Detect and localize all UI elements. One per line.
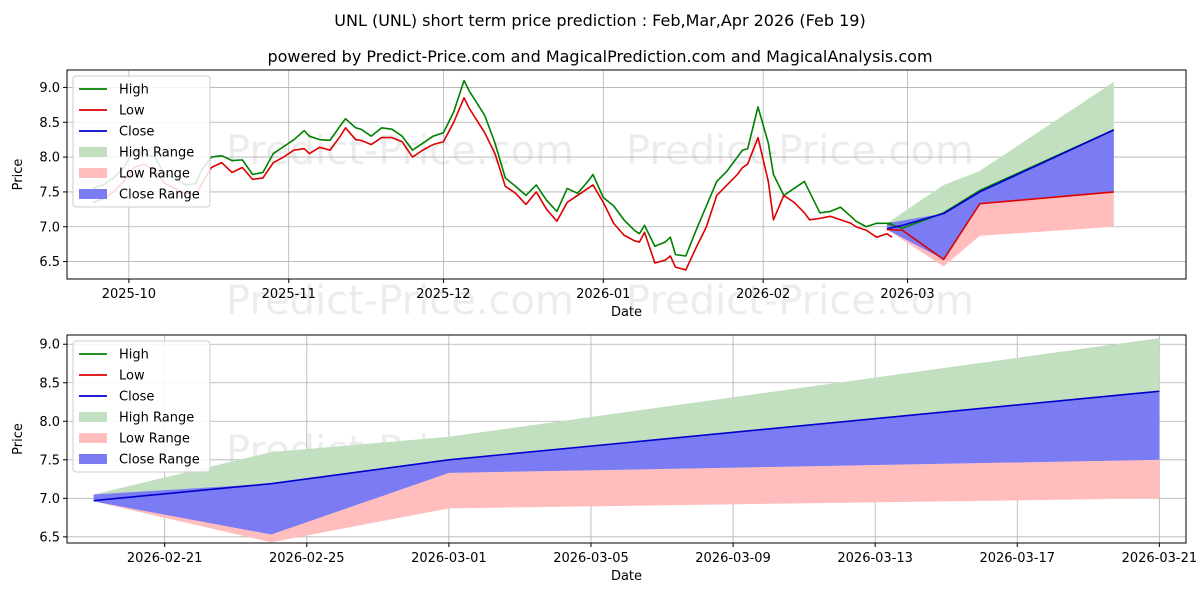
y-tick-label: 7.5 bbox=[39, 185, 60, 200]
axes-frame bbox=[66, 69, 1187, 280]
top-panel: 2025-10 2025-11 2025-12 2026-01 2026-02 2026-… bbox=[11, 69, 1187, 320]
legend-label: High bbox=[119, 348, 149, 363]
legend-label: High Range bbox=[119, 411, 194, 426]
x-tick-label: 2026-03 bbox=[880, 287, 934, 302]
x-tick-label: 2026-03-09 bbox=[695, 551, 771, 566]
legend-box bbox=[72, 340, 211, 473]
chart-title: UNL (UNL) short term price prediction : … bbox=[334, 11, 865, 30]
legend-swatch bbox=[79, 412, 107, 422]
x-tick-label: 2026-03-17 bbox=[979, 551, 1055, 566]
y-tick-label: 8.5 bbox=[39, 116, 60, 131]
close-range-band bbox=[886, 129, 1114, 260]
y-tick-label: 8.0 bbox=[39, 151, 60, 166]
legend-label: Close Range bbox=[119, 188, 200, 203]
x-axis-label: Date bbox=[611, 305, 642, 320]
legend-swatch bbox=[79, 454, 107, 464]
legend-box bbox=[72, 75, 211, 208]
y-tick-label: 8.0 bbox=[39, 415, 60, 430]
x-tick-label: 2026-03-21 bbox=[1122, 551, 1198, 566]
chart-subtitle: powered by Predict-Price.com and Magical… bbox=[267, 47, 932, 66]
y-axis-label: Price bbox=[11, 159, 26, 191]
y-tick-label: 7.0 bbox=[39, 220, 60, 235]
x-tick-label: 2026-02-21 bbox=[127, 551, 203, 566]
y-tick-label: 7.0 bbox=[39, 492, 60, 507]
low-range-band bbox=[886, 191, 1114, 267]
x-tick-label: 2026-01 bbox=[576, 287, 630, 302]
legend-label: Close bbox=[119, 125, 154, 140]
legend-label: Low Range bbox=[119, 432, 190, 447]
close-line bbox=[886, 129, 1115, 230]
y-tick-label: 9.0 bbox=[39, 81, 60, 96]
grid-lines bbox=[67, 70, 1186, 279]
y-axis-label: Price bbox=[11, 423, 26, 455]
y-tick-label: 9.0 bbox=[39, 338, 60, 353]
legend-label: Close Range bbox=[119, 453, 200, 468]
watermark-text: Predict-Price.com bbox=[626, 128, 974, 174]
legend-label: Low bbox=[119, 369, 145, 384]
low-range-band bbox=[93, 459, 1160, 543]
close-range-band bbox=[93, 391, 1160, 535]
legend-swatch bbox=[79, 433, 107, 443]
bottom-panel: 2026-02-21 2026-02-25 2026-03-01 2026-03-05… bbox=[11, 334, 1198, 584]
legend-swatch bbox=[79, 147, 107, 157]
high-line bbox=[92, 79, 893, 257]
x-axis-label: Date bbox=[611, 569, 642, 584]
x-tick-label: 2026-02-25 bbox=[269, 551, 345, 566]
x-tick-label: 2025-10 bbox=[102, 287, 156, 302]
watermark-text: Predict-Price.com bbox=[626, 278, 974, 324]
legend: High Low Close High Range Low Range Close Ran… bbox=[72, 340, 211, 473]
axes-frame bbox=[66, 334, 1187, 544]
low-line bbox=[886, 191, 1114, 261]
x-tick-label: 2026-03-01 bbox=[411, 551, 487, 566]
watermark-text: Predict-Price.com bbox=[226, 278, 574, 324]
legend-label: Close bbox=[119, 390, 154, 405]
y-tick-label: 7.5 bbox=[39, 453, 60, 468]
legend-swatch bbox=[79, 189, 107, 199]
legend-swatch bbox=[79, 168, 107, 178]
x-tick-label: 2026-02 bbox=[736, 287, 790, 302]
legend: High Low Close High Range Low Range Close Ran… bbox=[72, 75, 211, 208]
y-tick-label: 8.5 bbox=[39, 376, 60, 391]
legend-label: Low Range bbox=[119, 167, 190, 182]
legend-label: High Range bbox=[119, 146, 194, 161]
close-line bbox=[93, 390, 1160, 502]
legend-label: High bbox=[119, 83, 149, 98]
x-tick-label: 2025-11 bbox=[262, 287, 316, 302]
x-tick-label: 2026-03-05 bbox=[553, 551, 629, 566]
x-tick-label: 2026-03-13 bbox=[837, 551, 913, 566]
plot-area bbox=[92, 79, 1115, 271]
low-line bbox=[92, 97, 893, 271]
plot-area bbox=[93, 338, 1160, 543]
y-tick-label: 6.5 bbox=[39, 530, 60, 545]
y-tick-label: 6.5 bbox=[39, 255, 60, 270]
x-tick-label: 2025-12 bbox=[416, 287, 470, 302]
legend-label: Low bbox=[119, 104, 145, 119]
